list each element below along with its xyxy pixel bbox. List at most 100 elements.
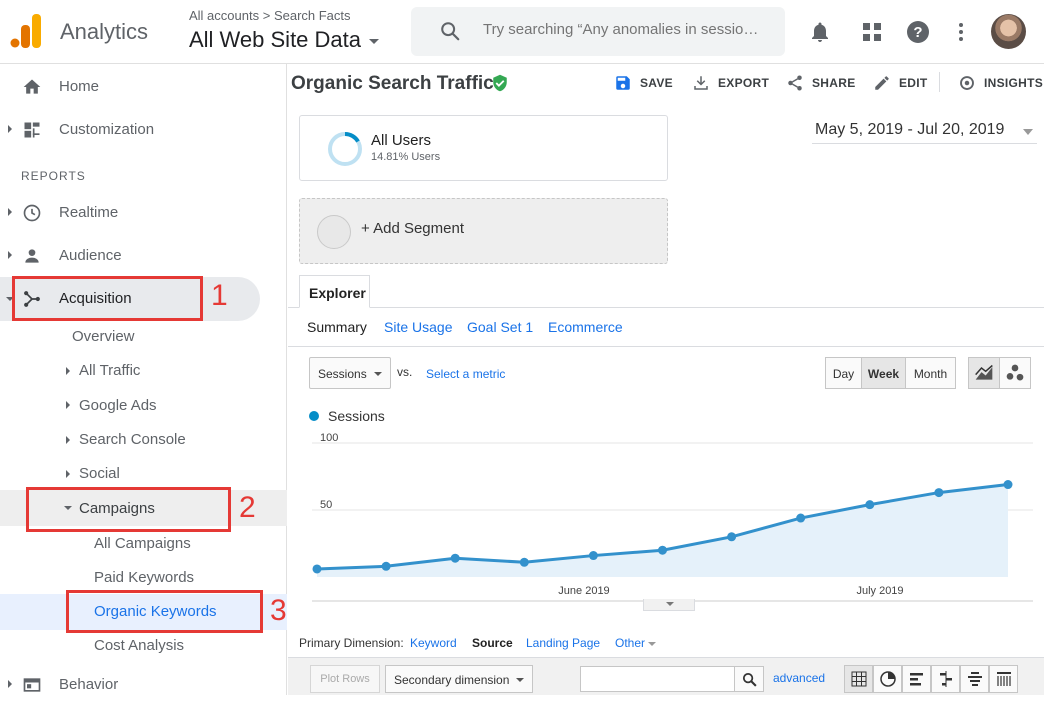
add-segment-label: + Add Segment [361, 220, 464, 237]
bell-icon[interactable] [808, 20, 832, 44]
svg-text:?: ? [913, 24, 922, 41]
breadcrumb-root: All accounts [189, 8, 260, 23]
edit-button[interactable]: EDIT [875, 76, 928, 90]
sessions-point[interactable] [381, 561, 391, 571]
chevron-right-icon [8, 251, 12, 259]
search-icon [742, 672, 757, 687]
segment-all-users[interactable]: All Users 14.81% Users [299, 115, 668, 181]
sidebar-item-organic-keywords[interactable]: Organic Keywords [94, 603, 217, 620]
annotation-box-2 [26, 487, 231, 532]
sidebar-item-overview[interactable]: Overview [72, 328, 135, 345]
motion-chart-button[interactable] [999, 357, 1031, 389]
caret-down-icon [1023, 129, 1033, 135]
add-segment-button[interactable]: + Add Segment [299, 198, 668, 264]
sessions-point[interactable] [865, 500, 875, 510]
edit-label: EDIT [899, 76, 928, 90]
sessions-point[interactable] [658, 545, 667, 555]
view-selector[interactable]: All Web Site Data [189, 27, 380, 53]
pivot-view-button[interactable] [989, 665, 1018, 693]
pivot-icon [997, 672, 1011, 686]
subtab-summary[interactable]: Summary [307, 319, 367, 335]
pie-view-button[interactable] [873, 665, 902, 693]
term-cloud-icon [968, 672, 982, 686]
more-vert-icon[interactable] [949, 20, 973, 44]
sidebar-item-audience[interactable]: Audience [0, 238, 287, 274]
breadcrumb[interactable]: All accounts > Search Facts [189, 8, 351, 23]
sidebar-item-campaigns[interactable]: Campaigns [79, 500, 155, 517]
sidebar-item-customization[interactable]: Customization [0, 112, 287, 148]
dimension-source[interactable]: Source [472, 636, 513, 650]
sidebar-item-home[interactable]: Home [0, 69, 287, 105]
performance-view-button[interactable] [902, 665, 931, 693]
sidebar-item-social[interactable]: Social [79, 465, 120, 482]
dimension-keyword[interactable]: Keyword [410, 636, 457, 650]
subtab-ecommerce[interactable]: Ecommerce [548, 319, 623, 335]
search-bar[interactable] [411, 7, 785, 56]
search-input[interactable] [483, 21, 773, 38]
line-chart-button[interactable] [968, 357, 1000, 389]
subtab-goal-set-1[interactable]: Goal Set 1 [467, 319, 534, 335]
share-button[interactable]: SHARE [788, 75, 856, 91]
verified-shield-icon [493, 74, 507, 92]
advanced-filter-link[interactable]: advanced [773, 671, 826, 685]
sidebar-item-paid-keywords[interactable]: Paid Keywords [94, 569, 195, 586]
comparison-view-button[interactable] [931, 665, 960, 693]
help-icon[interactable]: ? [906, 20, 930, 44]
plot-rows-button[interactable]: Plot Rows [310, 665, 380, 693]
sidebar-item-all-traffic[interactable]: All Traffic [79, 362, 141, 379]
granularity-week-button[interactable]: Week [861, 357, 906, 389]
caret-down-icon [648, 641, 657, 646]
sessions-point[interactable] [934, 488, 944, 498]
export-button[interactable]: EXPORT [694, 76, 769, 90]
table-toolbar: Plot Rows Secondary dimension advanced [288, 657, 1044, 695]
breadcrumb-property: Search Facts [273, 8, 351, 23]
sidebar-label-acquisition: Acquisition [59, 290, 132, 307]
caret-down-icon [374, 372, 382, 376]
sidebar-label-audience: Audience [59, 247, 122, 264]
select-metric-link[interactable]: Select a metric [426, 367, 506, 381]
tab-explorer[interactable]: Explorer [299, 275, 370, 308]
sessions-point[interactable] [519, 557, 529, 567]
chart-collapse-toggle[interactable] [643, 599, 695, 611]
save-label: SAVE [640, 76, 673, 90]
home-icon [23, 79, 41, 94]
sidebar-item-all-campaigns[interactable]: All Campaigns [94, 535, 191, 552]
secondary-dimension-select[interactable]: Secondary dimension [385, 665, 533, 693]
sidebar-item-google-ads[interactable]: Google Ads [79, 397, 157, 414]
chevron-down-icon [64, 506, 72, 510]
sidebar-item-realtime[interactable]: Realtime [0, 195, 287, 231]
sessions-point[interactable] [312, 564, 322, 574]
sessions-point[interactable] [727, 532, 737, 542]
analytics-logo-icon[interactable] [10, 14, 42, 48]
sessions-point[interactable] [588, 551, 598, 561]
sessions-point[interactable] [796, 513, 806, 523]
granularity-day-button[interactable]: Day [825, 357, 862, 389]
date-range-text: May 5, 2019 - Jul 20, 2019 [815, 121, 1005, 138]
view-name: All Web Site Data [189, 27, 362, 52]
save-button[interactable]: SAVE [616, 76, 673, 90]
apps-grid-icon[interactable] [860, 20, 884, 44]
dimension-other[interactable]: Other [615, 636, 657, 650]
granularity-month-button[interactable]: Month [905, 357, 956, 389]
avatar[interactable] [991, 14, 1026, 49]
sidebar-item-behavior[interactable]: Behavior [0, 667, 287, 703]
sessions-point[interactable] [450, 553, 460, 563]
date-range-picker[interactable]: May 5, 2019 - Jul 20, 2019 [812, 116, 1037, 144]
sessions-area [317, 484, 1008, 577]
sidebar-item-acquisition[interactable]: Acquisition [0, 281, 287, 317]
sessions-point[interactable] [1003, 480, 1013, 490]
dimension-landing-page[interactable]: Landing Page [526, 636, 601, 650]
sidebar-item-cost-analysis[interactable]: Cost Analysis [94, 637, 185, 654]
sidebar-item-search-console[interactable]: Search Console [79, 431, 186, 448]
chevron-right-icon [66, 401, 70, 409]
table-view-button[interactable] [844, 665, 873, 693]
table-search-input[interactable] [580, 666, 736, 692]
table-search-button[interactable] [734, 666, 764, 692]
term-cloud-view-button[interactable] [960, 665, 989, 693]
metric-select[interactable]: Sessions [309, 357, 391, 389]
y-tick-label: 50 [320, 499, 332, 511]
subtab-site-usage[interactable]: Site Usage [384, 319, 453, 335]
legend-sessions-dot [309, 411, 319, 421]
annotation-number-2: 2 [239, 491, 256, 524]
insights-button[interactable]: INSIGHTS [960, 76, 1043, 90]
